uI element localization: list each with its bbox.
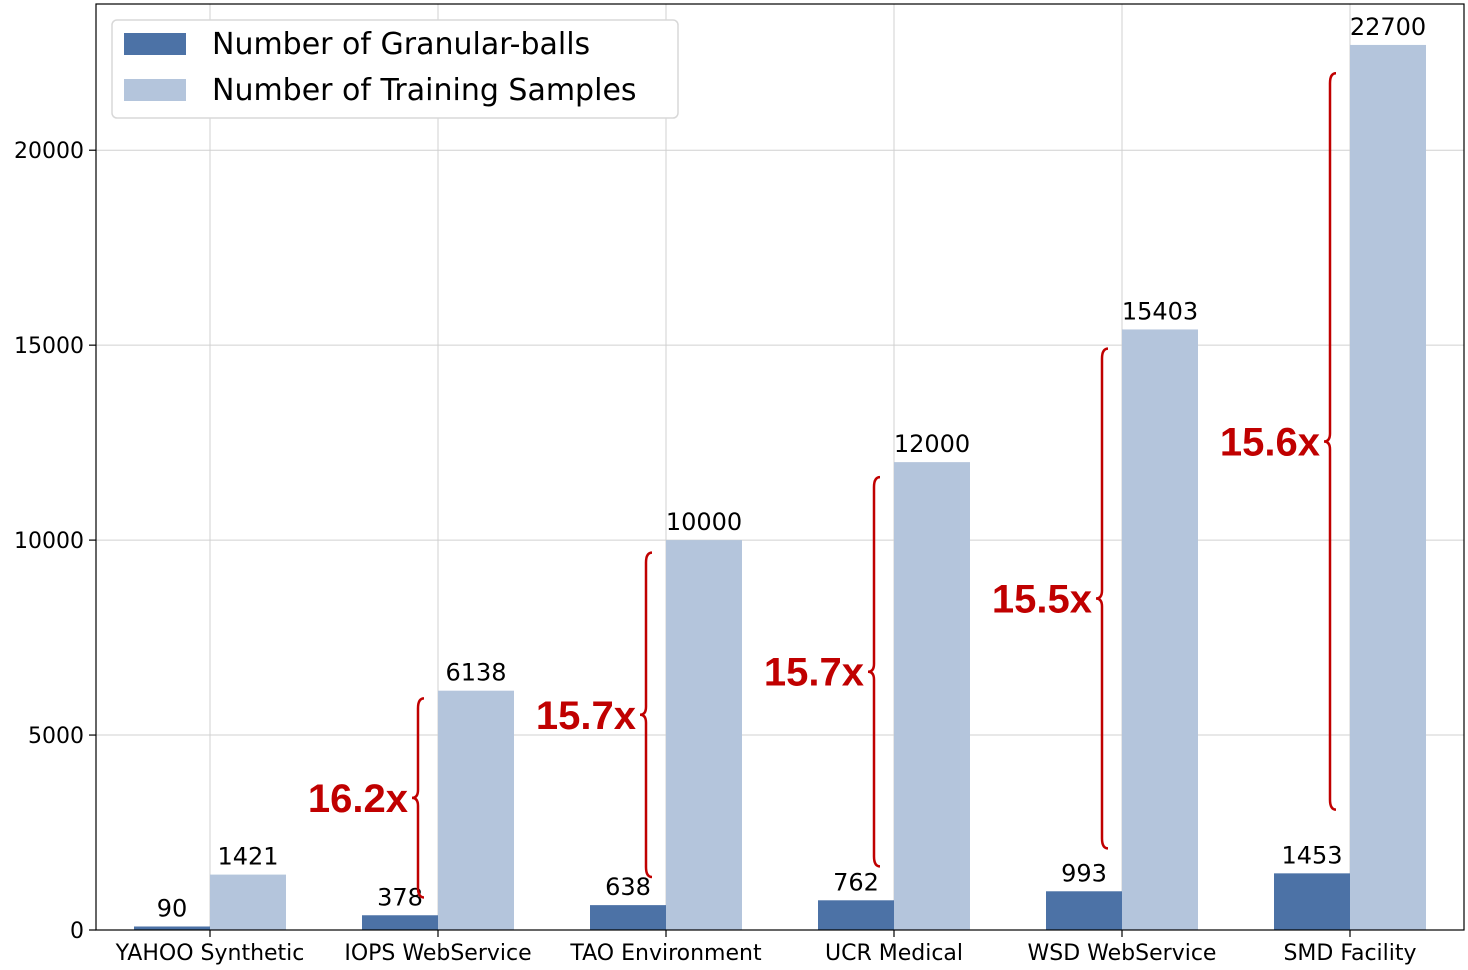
legend-swatch (124, 79, 186, 101)
data-label: 10000 (666, 508, 742, 536)
x-tick-label: TAO Environment (569, 941, 762, 966)
y-tick-label: 20000 (14, 139, 84, 164)
brace-icon (1095, 347, 1109, 850)
ratio-label: 16.2x (308, 777, 408, 821)
bar-series1-4 (1046, 891, 1122, 930)
legend-label: Number of Training Samples (212, 73, 637, 108)
brace-icon (867, 475, 881, 868)
bar-series2-4 (1122, 329, 1198, 930)
bar-series2-0 (210, 874, 286, 930)
value-labels: 90 378 638 762 993 1453 1421 6138 10000 12000 1540… (157, 13, 1426, 923)
axes: 0 5000 10000 15000 20000 YAHOO Synthetic IOPS … (14, 3, 1465, 966)
data-label: 993 (1061, 859, 1107, 887)
ratio-annotation-4: 15.5x (992, 347, 1109, 850)
bar-series2-2 (666, 540, 742, 930)
legend: Number of Granular-balls Number of Traini… (111, 19, 679, 119)
data-label: 15403 (1122, 297, 1198, 325)
data-label: 378 (377, 883, 423, 911)
y-tick-label: 0 (70, 919, 84, 944)
bar-series1-5 (1274, 873, 1350, 930)
data-label: 1421 (217, 843, 278, 871)
x-tick-label: IOPS WebService (344, 941, 531, 966)
ratio-label: 15.7x (764, 651, 864, 695)
ratio-annotation-3: 15.7x (764, 475, 881, 868)
legend-swatch (124, 33, 186, 55)
ratio-annotation-5: 15.6x (1220, 72, 1337, 811)
brace-icon (639, 551, 653, 879)
x-tick-label: SMD Facility (1283, 941, 1416, 966)
x-tick-label: YAHOO Synthetic (115, 941, 305, 966)
ratio-label: 15.7x (536, 694, 636, 738)
data-label: 1453 (1281, 841, 1342, 869)
ratio-label: 15.5x (992, 577, 1092, 621)
x-tick-label: WSD WebService (1028, 941, 1217, 966)
data-label: 762 (833, 868, 879, 896)
bar-series2-3 (894, 462, 970, 930)
data-label: 6138 (445, 659, 506, 687)
grid-lines (96, 4, 1464, 930)
data-label: 22700 (1350, 13, 1426, 41)
y-tick-label: 15000 (14, 334, 84, 359)
legend-box (111, 19, 679, 119)
bar-series1-0 (134, 926, 210, 930)
data-label: 638 (605, 873, 651, 901)
plot-frame (95, 3, 1465, 931)
data-label: 90 (157, 894, 188, 922)
brace-icon (411, 697, 425, 899)
ratio-annotations: 16.2x 15.7x 15.7x 15.5x 15.6x (308, 72, 1337, 899)
bars (134, 44, 1426, 930)
data-label: 12000 (894, 430, 970, 458)
ratio-annotation-1: 16.2x (308, 697, 425, 899)
bar-series2-5 (1350, 44, 1426, 930)
bar-series1-1 (362, 915, 438, 930)
brace-icon (1323, 72, 1337, 811)
x-tick-label: UCR Medical (825, 941, 963, 966)
y-tick-label: 5000 (28, 724, 84, 749)
legend-label: Number of Granular-balls (212, 27, 590, 62)
ratio-annotation-2: 15.7x (536, 551, 653, 879)
ratio-label: 15.6x (1220, 420, 1320, 464)
y-tick-label: 10000 (14, 529, 84, 554)
bar-series2-1 (438, 690, 514, 930)
bar-series1-3 (818, 900, 894, 930)
bar-series1-2 (590, 905, 666, 930)
